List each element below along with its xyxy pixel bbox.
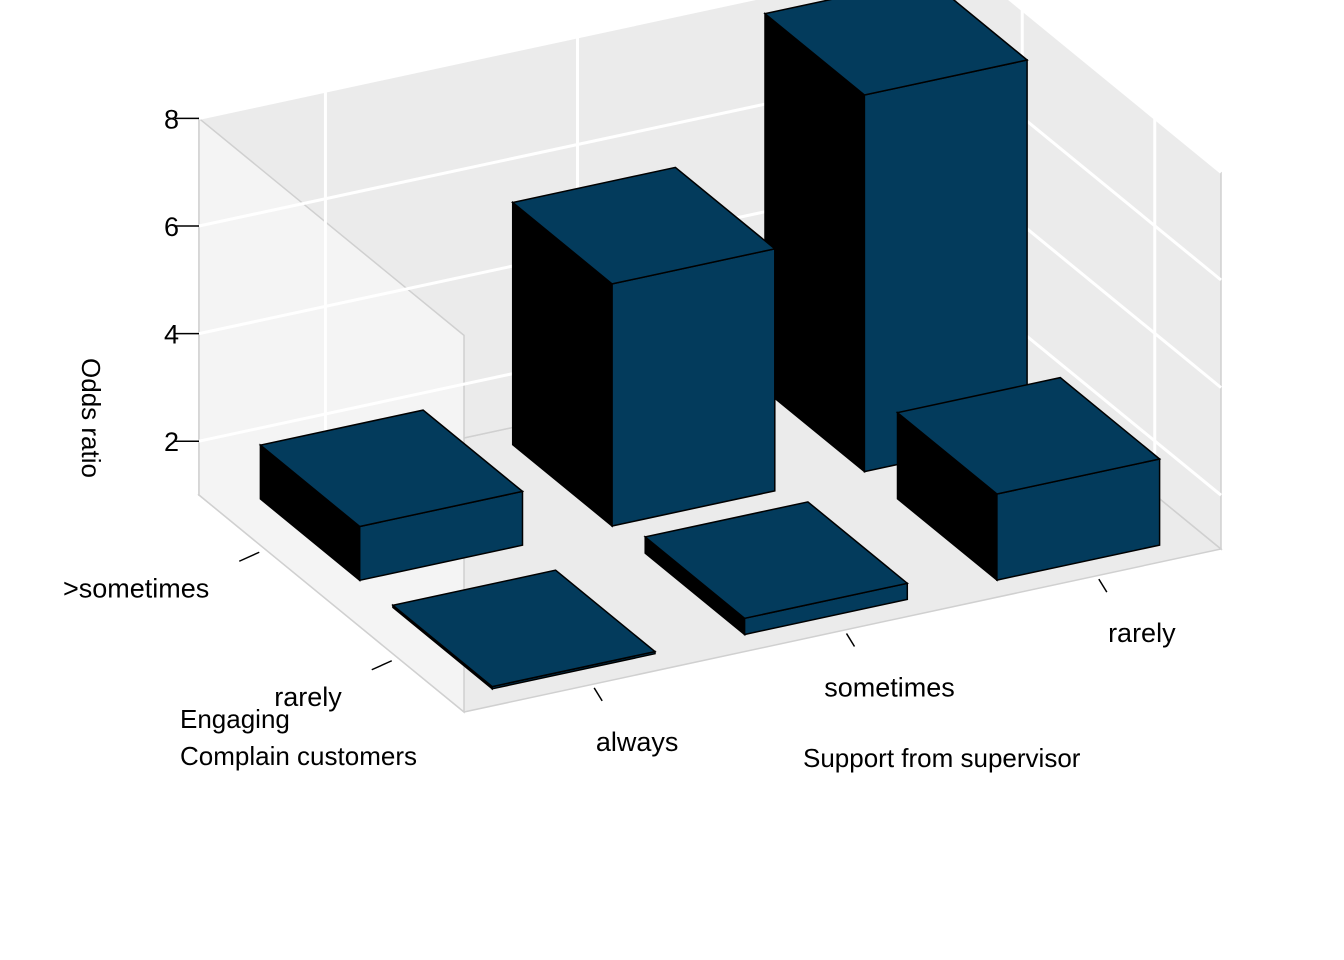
y-tick-rarely <box>371 660 393 671</box>
bar-rarely-gt-sometimes <box>763 0 1029 474</box>
y-axis-title-line-2: Complain customers <box>180 741 417 771</box>
z-tick-label-8: 8 <box>164 104 179 134</box>
x-tick-always <box>593 687 603 702</box>
y-tick-label->sometimes: >sometimes <box>63 573 209 603</box>
bar-top-face <box>258 409 525 528</box>
right-grid-z-8 <box>1008 0 1222 174</box>
y-tick-label-rarely: rarely <box>274 682 342 712</box>
z-axis-title: Odds ratio <box>76 358 106 478</box>
x-tick-label-always: always <box>596 727 679 757</box>
bar-top-face <box>391 569 657 688</box>
x-tick-label-rarely: rarely <box>1108 618 1176 648</box>
x-tick-rarely <box>1098 578 1108 593</box>
bar-sometimes-rarely <box>643 501 909 637</box>
bar-top-face <box>511 166 777 285</box>
z-tick-label-2: 2 <box>164 427 179 457</box>
bar-top-face <box>763 0 1029 96</box>
y-axis-title-line-1: Engaging <box>180 704 290 734</box>
x-axis-title: Support from supervisor <box>803 743 1081 773</box>
bar-always-rarely <box>391 569 657 691</box>
bar-rarely-rarely <box>895 376 1162 582</box>
x-tick-label-sometimes: sometimes <box>824 673 955 703</box>
x-tick-sometimes <box>845 633 856 647</box>
chart-ticks: 2 4 6 8 always sometimes rarely rarely >sometime… <box>63 104 1176 756</box>
bar-top-face <box>643 501 909 620</box>
z-tick-label-4: 4 <box>164 320 179 350</box>
chart-bars <box>258 0 1162 691</box>
bar-front-face <box>611 247 776 527</box>
y-tick->sometimes <box>238 551 260 562</box>
z-tick-label-6: 6 <box>164 212 179 242</box>
bar-sometimes-gt-sometimes <box>511 166 777 528</box>
bar-top-face <box>895 376 1162 495</box>
bar-always-gt-sometimes <box>258 409 525 582</box>
